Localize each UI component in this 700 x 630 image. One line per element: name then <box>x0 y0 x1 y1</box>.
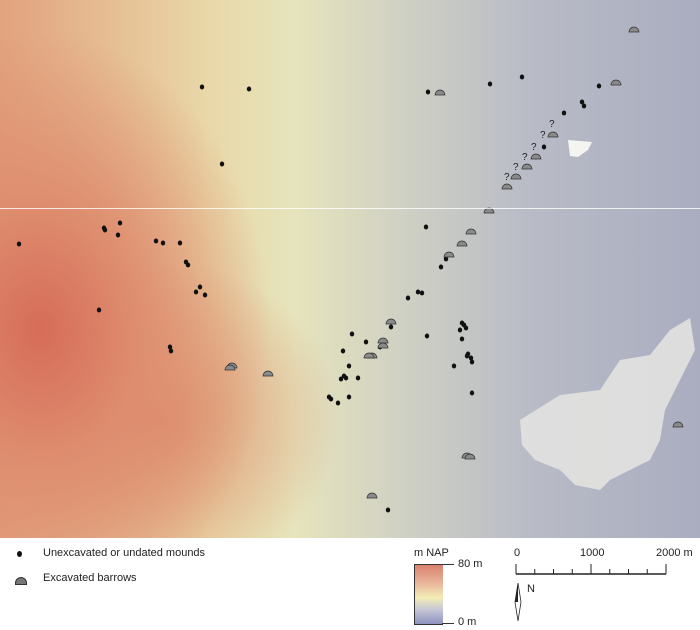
mound-marker <box>115 232 121 238</box>
mound-marker <box>424 333 430 339</box>
barrow-marker <box>366 492 378 499</box>
barrow-marker <box>530 153 542 160</box>
mound-marker <box>561 110 567 116</box>
mound-marker <box>349 331 355 337</box>
mound-marker <box>193 289 199 295</box>
mound-marker <box>388 324 394 330</box>
mound-marker <box>335 400 341 406</box>
mound-marker <box>438 264 444 270</box>
mound-marker <box>385 507 391 513</box>
barrow-marker <box>377 337 389 344</box>
north-label: N <box>527 583 535 595</box>
tick-max <box>442 564 454 565</box>
mound-marker <box>405 295 411 301</box>
mound-marker <box>153 238 159 244</box>
mound-marker <box>343 375 349 381</box>
barrow-marker <box>521 163 533 170</box>
mound-marker <box>168 348 174 354</box>
mound-marker <box>459 336 465 342</box>
mound-marker <box>487 81 493 87</box>
barrow-marker <box>465 228 477 235</box>
mound-marker <box>346 394 352 400</box>
map-features: ?????? <box>16 26 695 513</box>
scale-bar-line <box>515 564 667 575</box>
mound-marker <box>443 256 449 262</box>
mound-marker <box>197 284 203 290</box>
mound-marker <box>579 99 585 105</box>
barrow-marker <box>672 421 684 428</box>
barrow-icon <box>15 577 27 585</box>
town-area <box>520 318 695 490</box>
mound-marker <box>423 224 429 230</box>
barrow-marker <box>610 79 622 86</box>
barrow-marker <box>456 240 468 247</box>
mound-marker <box>328 396 334 402</box>
mound-marker <box>464 353 470 359</box>
map-seam-line <box>0 208 700 209</box>
scale-label-0: 0 <box>514 547 521 559</box>
barrow-marker <box>443 251 455 258</box>
mound-marker <box>469 359 475 365</box>
barrow-marker <box>363 352 375 359</box>
mound-marker <box>425 89 431 95</box>
mound-marker <box>340 348 346 354</box>
barrow-marker <box>501 183 513 190</box>
mound-marker <box>581 103 587 109</box>
elevation-min: 0 m <box>458 616 477 628</box>
mound-marker <box>338 376 344 382</box>
uncertain-marker: ? <box>531 142 537 153</box>
mound-marker <box>596 83 602 89</box>
mound-marker <box>246 86 252 92</box>
uncertain-marker: ? <box>540 130 546 141</box>
elevation-max: 80 m <box>458 558 483 570</box>
barrow-marker <box>385 318 397 325</box>
mound-marker <box>519 74 525 80</box>
barrow-marker <box>628 26 640 33</box>
mound-marker <box>102 227 108 233</box>
mound-marker <box>117 220 123 226</box>
uncertain-marker: ? <box>513 162 519 173</box>
mound-marker <box>468 355 474 361</box>
mound-marker <box>185 262 191 268</box>
barrow-marker <box>224 364 236 371</box>
elevation-title: m NAP <box>414 547 449 559</box>
mound-marker <box>415 289 421 295</box>
mound-marker <box>167 344 173 350</box>
uncertain-marker: ? <box>549 119 555 130</box>
mound-marker <box>177 240 183 246</box>
scale-label-1000: 1000 <box>580 547 605 559</box>
barrow-marker <box>464 453 476 460</box>
mound-marker <box>202 292 208 298</box>
mound-marker <box>219 161 225 167</box>
north-arrow-icon <box>514 582 522 622</box>
barrow-marker <box>262 370 274 377</box>
scale-label-2000: 2000 m <box>656 547 693 559</box>
mound-marker <box>160 240 166 246</box>
mound-marker <box>463 325 469 331</box>
mound-marker <box>451 363 457 369</box>
elevation-map: ?????? <box>0 0 700 538</box>
legend-label-barrows: Excavated barrows <box>43 572 137 584</box>
mound-marker <box>199 84 205 90</box>
white-patch <box>568 140 592 157</box>
barrow-marker <box>434 89 446 96</box>
uncertain-marker: ? <box>522 152 528 163</box>
barrow-marker <box>377 342 389 349</box>
barrow-marker <box>510 173 522 180</box>
uncertain-marker: ? <box>504 172 510 183</box>
legend-label-mounds: Unexcavated or undated mounds <box>43 547 206 559</box>
elevation-colorbar <box>414 564 443 625</box>
mound-marker <box>363 339 369 345</box>
mound-marker <box>541 144 547 150</box>
mound-marker <box>457 327 463 333</box>
mound-marker <box>346 363 352 369</box>
mound-marker <box>419 290 425 296</box>
dot-icon <box>17 551 22 557</box>
mound-marker <box>355 375 361 381</box>
tick-min <box>442 623 454 624</box>
mound-marker <box>469 390 475 396</box>
barrow-marker <box>547 131 559 138</box>
mound-marker <box>96 307 102 313</box>
mound-marker <box>16 241 22 247</box>
